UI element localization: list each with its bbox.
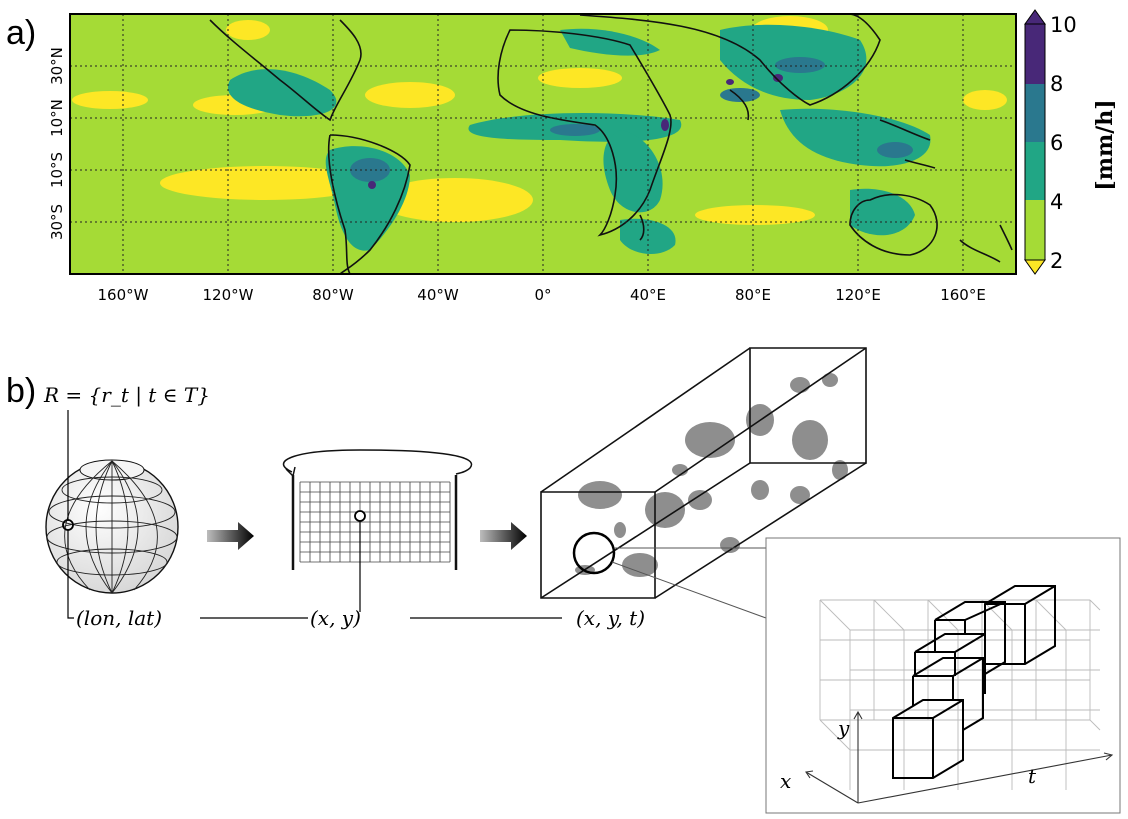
panel-a-label: a) [6, 14, 36, 52]
colorbar-tick-6: 6 [1050, 131, 1063, 155]
lon-tick-1: 120°W [203, 286, 254, 304]
colorbar-tick-4: 4 [1050, 190, 1063, 214]
lon-tick-labels: 160°W 120°W 80°W 40°W 0° 40°E 80°E 120°E… [98, 286, 986, 304]
colorbar: 10 8 6 4 2 [mm/h] [1024, 9, 1118, 275]
lon-tick-4: 0° [534, 286, 551, 304]
colorbar-tick-10: 10 [1050, 13, 1077, 37]
set-definition-label: R = {r_t | t ∈ T} [43, 383, 210, 408]
lat-tick-3: 30°S [48, 204, 66, 240]
coord-x-y: (x, y) [310, 606, 361, 630]
lon-tick-5: 40°E [630, 286, 666, 304]
spatiotemporal-volume [540, 347, 867, 619]
colorbar-unit: [mm/h] [1092, 99, 1118, 190]
coord-lon-lat: (lon, lat) [76, 606, 162, 630]
colorbar-tick-8: 8 [1050, 72, 1063, 96]
voxel-inset: y x t [765, 537, 1121, 814]
lat-tick-0: 30°N [48, 47, 66, 85]
lat-tick-1: 10°N [48, 99, 66, 137]
lon-tick-2: 80°W [312, 286, 354, 304]
colorbar-tick-2: 2 [1050, 249, 1063, 273]
coord-x-y-t: (x, y, t) [576, 606, 645, 630]
lon-tick-8: 160°E [940, 286, 986, 304]
map-frame [69, 13, 1017, 275]
axis-x-label: x [780, 769, 791, 793]
precipitation-map [70, 14, 1016, 274]
lat-tick-labels: 30°N 10°N 10°S 30°S [48, 47, 66, 240]
arrow-sphere-to-grid [207, 522, 254, 550]
globe-sphere [45, 459, 179, 594]
panel-b-label: b) [6, 372, 36, 410]
lon-tick-6: 80°E [735, 286, 771, 304]
lon-tick-7: 120°E [835, 286, 881, 304]
axis-y-label: y [837, 716, 850, 740]
lat-tick-2: 10°S [48, 152, 66, 188]
lon-tick-0: 160°W [98, 286, 149, 304]
arrow-grid-to-volume [480, 522, 527, 550]
axis-t-label: t [1028, 764, 1037, 788]
lat-lon-grid [282, 449, 473, 612]
sphere-connector [67, 410, 74, 619]
lon-tick-3: 40°W [417, 286, 459, 304]
